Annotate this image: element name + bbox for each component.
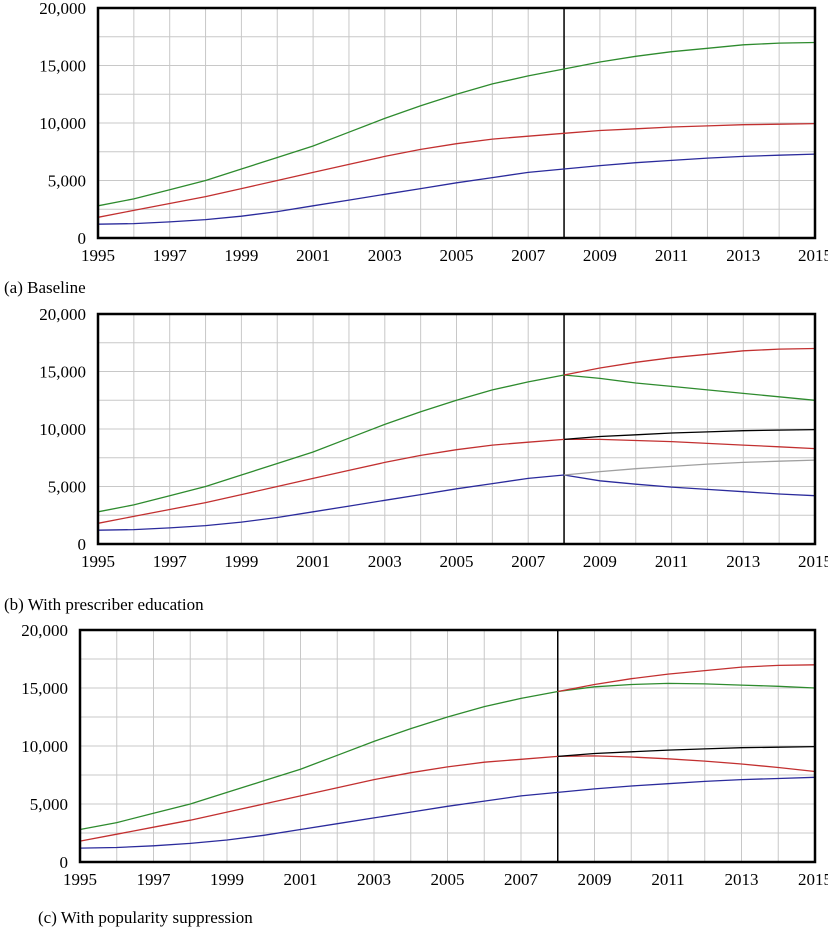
series-line-1-1 [79,682,816,831]
x-tick-label: 1995 [81,552,115,571]
x-tick-label: 1995 [63,870,97,889]
chart-caption: (c) With popularity suppression [38,908,253,927]
x-tick-label: 2003 [368,552,402,571]
x-tick-label: 1997 [153,552,188,571]
series-line-3-1 [97,474,816,531]
y-tick-label: 10,000 [39,114,86,133]
plot-frame [78,628,817,864]
series-line-4-1 [563,428,816,441]
chart-panel-3: 0 5,000 10,000 15,000 20,000 1995 1997 1999 2001… [21,621,828,927]
x-tick-label: 1997 [153,246,188,265]
chart-caption: (b) With prescriber education [4,595,204,614]
x-tick-label: 2013 [726,552,760,571]
x-tick-label: 2013 [726,246,760,265]
x-tick-label: 2009 [583,246,617,265]
x-tick-label: 1999 [224,246,258,265]
x-tick-label: 2001 [296,552,330,571]
x-tick-label: 2011 [655,552,688,571]
x-tick-label: 2009 [578,870,612,889]
x-tick-label: 1997 [137,870,172,889]
y-tick-label: 5,000 [30,795,68,814]
chart-caption: (a) Baseline [4,278,86,297]
x-tick-label: 2015 [798,552,828,571]
x-tick-label: 1995 [81,246,115,265]
y-tick-label: 15,000 [21,679,68,698]
x-tick-label: 1999 [210,870,244,889]
x-tick-label: 2015 [798,870,828,889]
plot-frame [96,6,817,240]
x-tick-label: 2007 [504,870,539,889]
series-line-2-1 [97,438,816,524]
x-tick-label: 2007 [511,246,546,265]
x-tick-label: 2001 [284,870,318,889]
series-line-1-1 [97,41,816,207]
x-tick-label: 2011 [651,870,684,889]
series-line-3-1 [79,776,816,849]
series-line-5-1 [563,459,816,476]
y-tick-label: 20,000 [39,305,86,324]
x-tick-label: 2001 [296,246,330,265]
chart-panel-2: 0 5,000 10,000 15,000 20,000 1995 1997 1999 2001… [4,305,828,614]
x-tick-label: 2011 [655,246,688,265]
x-tick-label: 2007 [511,552,546,571]
series-line-2-2 [563,347,816,376]
series-line-4-1 [557,745,816,758]
x-tick-label: 2013 [725,870,759,889]
y-tick-label: 5,000 [48,478,86,497]
y-tick-label: 15,000 [39,363,86,382]
series-line-3-1 [97,153,816,225]
y-tick-label: 5,000 [48,172,86,191]
x-tick-label: 2015 [798,246,828,265]
y-tick-label: 10,000 [39,420,86,439]
y-tick-label: 15,000 [39,57,86,76]
x-tick-label: 2005 [431,870,465,889]
x-tick-label: 1999 [224,552,258,571]
chart-panel-1: 0 5,000 10,000 15,000 20,000 1995 1997 1999 2001… [4,0,828,297]
y-tick-label: 0 [78,535,87,554]
x-tick-label: 2005 [440,246,474,265]
y-tick-label: 10,000 [21,737,68,756]
series-line-2-1 [79,755,816,842]
x-tick-label: 2003 [368,246,402,265]
y-tick-label: 0 [60,853,69,872]
y-tick-label: 0 [78,229,87,248]
series-line-2-1 [97,122,816,218]
x-tick-label: 2005 [440,552,474,571]
series-line-2-2 [557,664,816,693]
plot-frame [96,312,817,546]
series-line-1-1 [97,374,816,513]
y-tick-label: 20,000 [39,0,86,18]
y-tick-label: 20,000 [21,621,68,640]
x-tick-label: 2003 [357,870,391,889]
x-tick-label: 2009 [583,552,617,571]
